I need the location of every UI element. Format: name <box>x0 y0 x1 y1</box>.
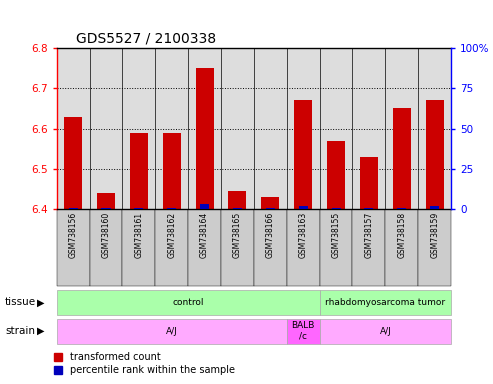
Text: A/J: A/J <box>166 327 177 336</box>
Text: strain: strain <box>5 326 35 336</box>
Bar <box>266 208 275 209</box>
Bar <box>294 101 312 209</box>
Bar <box>397 208 406 209</box>
Bar <box>130 133 148 209</box>
Bar <box>430 206 439 209</box>
Bar <box>97 193 115 209</box>
Bar <box>393 109 411 209</box>
Text: tissue: tissue <box>5 297 36 308</box>
Text: BALB
/c: BALB /c <box>291 321 315 341</box>
Bar <box>69 208 78 209</box>
Text: control: control <box>173 298 204 307</box>
Bar <box>134 208 143 209</box>
Bar <box>200 204 209 209</box>
Bar <box>425 101 444 209</box>
Bar <box>64 117 82 209</box>
Text: rhabdomyosarcoma tumor: rhabdomyosarcoma tumor <box>325 298 445 307</box>
Bar <box>167 208 176 209</box>
Bar <box>299 206 308 209</box>
Bar <box>364 208 374 209</box>
Bar <box>102 208 110 209</box>
Bar <box>233 208 242 209</box>
Text: GDS5527 / 2100338: GDS5527 / 2100338 <box>76 31 216 45</box>
Bar <box>228 191 246 209</box>
Bar <box>163 133 181 209</box>
Bar <box>327 141 345 209</box>
Text: ▶: ▶ <box>37 326 44 336</box>
Text: ▶: ▶ <box>37 297 44 308</box>
Legend: transformed count, percentile rank within the sample: transformed count, percentile rank withi… <box>54 353 235 375</box>
Bar <box>196 68 213 209</box>
Bar <box>261 197 280 209</box>
Text: A/J: A/J <box>380 327 391 336</box>
Bar <box>360 157 378 209</box>
Bar <box>331 208 341 209</box>
